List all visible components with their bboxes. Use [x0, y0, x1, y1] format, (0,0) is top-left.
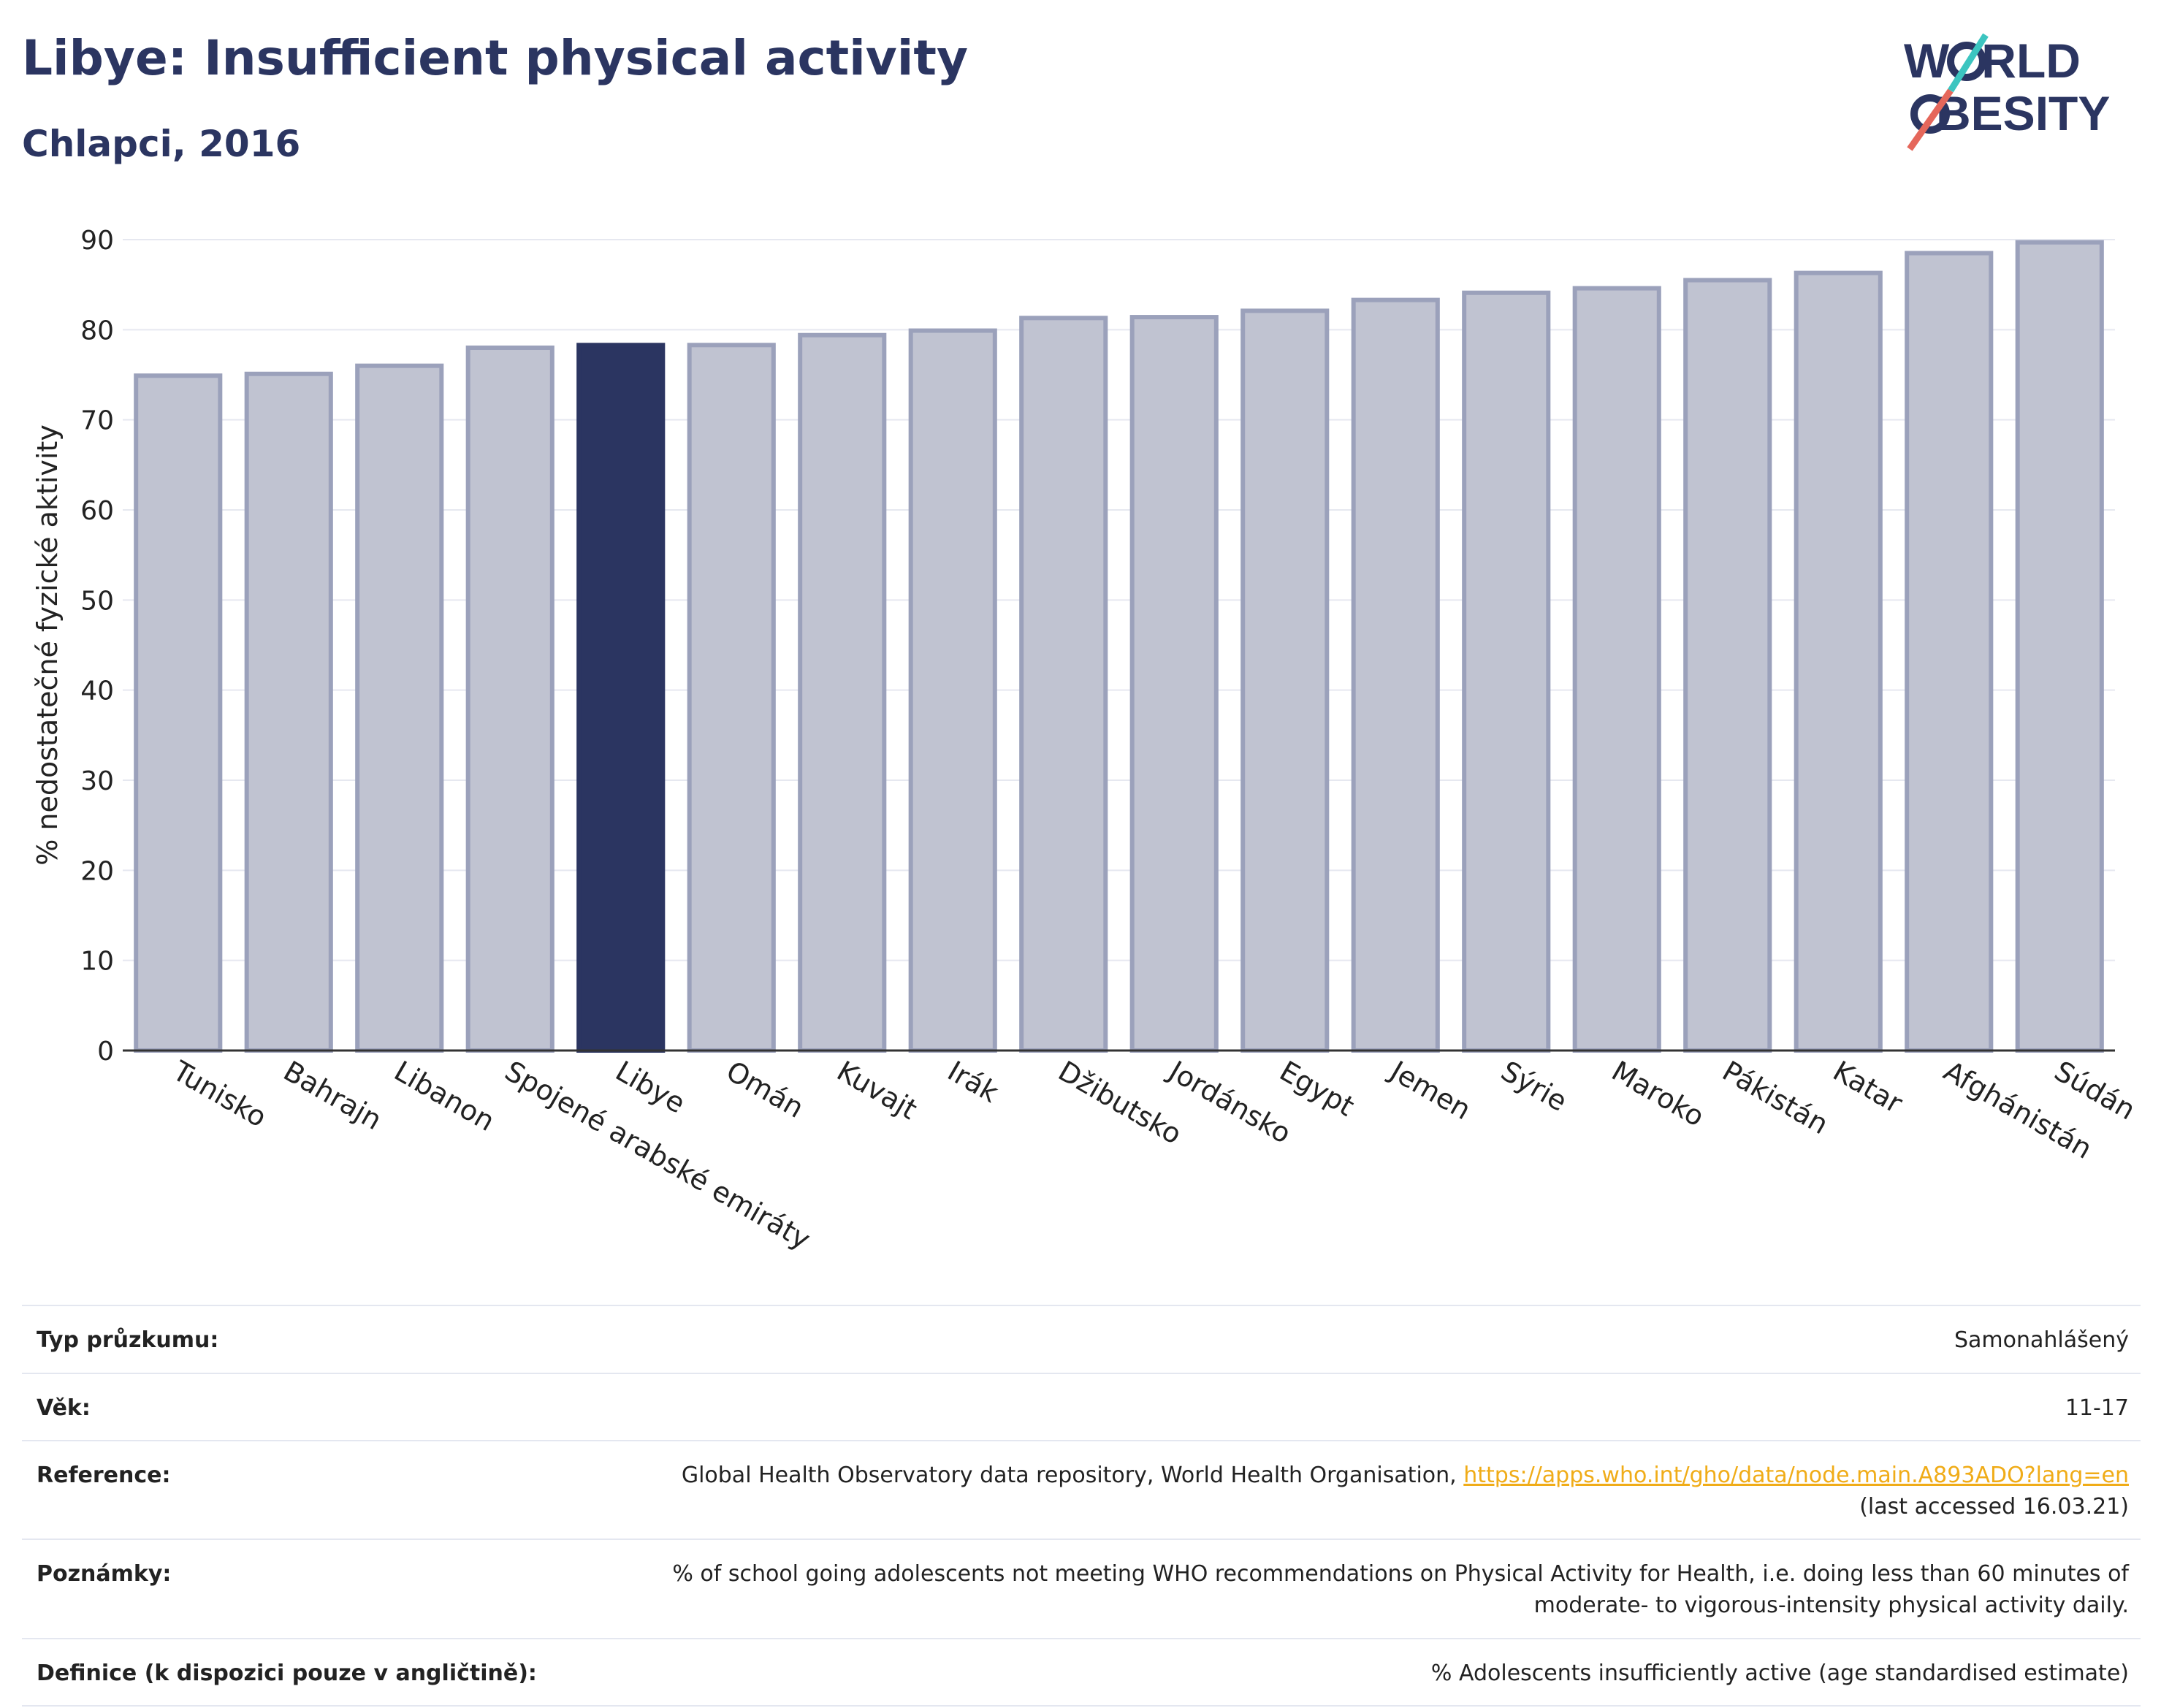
- x-tick-label: Irák: [942, 1055, 1004, 1109]
- bar: [1019, 316, 1108, 1053]
- bar-chart: 0 10 20 30 40 50 60 70 80 90 Tunisko Bahrajn Libano…: [31, 226, 2141, 1256]
- info-label: Reference:: [22, 1440, 592, 1540]
- notes-line-2: moderate- to vigorous-intensity physical…: [1533, 1592, 2129, 1618]
- info-row-reference: Reference: Global Health Observatory dat…: [22, 1440, 2141, 1540]
- notes-line-1: % of school going adolescents not meetin…: [672, 1561, 2129, 1587]
- x-tick-label: Tunisko: [167, 1054, 272, 1134]
- info-row-definition: Definice (k dispozici pouze v angličtině…: [22, 1637, 2141, 1707]
- info-value: % Adolescents insufficiently active (age…: [592, 1637, 2141, 1707]
- y-tick-label: 50: [80, 586, 114, 616]
- info-value: Global Health Observatory data repositor…: [592, 1440, 2141, 1540]
- info-value: Samonahlášený: [592, 1305, 2141, 1373]
- logo-slash-coral: [1907, 88, 1954, 151]
- x-tick-label: Katar: [1828, 1055, 1908, 1120]
- logo-text-besity: BESITY: [1936, 86, 2110, 140]
- info-row-notes: Poznámky: % of school going adolescents …: [22, 1539, 2141, 1639]
- x-tick-label: Jordánsko: [1162, 1054, 1297, 1150]
- reference-text: Global Health Observatory data repositor…: [681, 1463, 1457, 1489]
- bar: [355, 363, 444, 1053]
- bar: [1351, 297, 1440, 1053]
- x-tick-label: Omán: [721, 1055, 809, 1124]
- logo-o-upper: [1947, 42, 1986, 81]
- y-tick-label: 70: [80, 406, 114, 436]
- y-tick-label: 80: [80, 316, 114, 346]
- y-tick-label: 30: [80, 766, 114, 796]
- bar: [1240, 308, 1330, 1053]
- bar: [1905, 251, 1994, 1053]
- x-tick-label: Sýrie: [1495, 1055, 1572, 1118]
- bar: [687, 343, 776, 1053]
- svg-text:BESITY: BESITY: [1936, 86, 2110, 140]
- logo-o-lower: [1910, 94, 1950, 134]
- x-tick-label: Maroko: [1607, 1055, 1710, 1133]
- bar: [2015, 240, 2104, 1053]
- y-axis-label: % nedostatečné fyzické aktivity: [31, 424, 64, 866]
- y-tick-label: 20: [80, 856, 114, 886]
- x-tick-label: Kuvajt: [831, 1055, 922, 1126]
- info-row-age: Věk: 11-17: [22, 1372, 2141, 1441]
- info-table: Typ průzkumu: Samonahlášený Věk: 11-17 R…: [22, 1305, 2141, 1707]
- page-subtitle: Chlapci, 2016: [22, 123, 301, 165]
- bar-highlighted: [576, 343, 666, 1053]
- y-tick-labels: 0 10 20 30 40 50 60 70 80 90: [80, 226, 114, 1067]
- info-value: 11-17: [592, 1372, 2141, 1441]
- bar: [1683, 278, 1772, 1053]
- reference-accessed: (last accessed 16.03.21): [1859, 1493, 2129, 1520]
- x-tick-labels: Tunisko Bahrajn Libanon Spojené arabské emi…: [167, 1054, 2141, 1256]
- bar: [1572, 286, 1661, 1053]
- y-tick-label: 90: [80, 226, 114, 256]
- x-tick-label: Džibutsko: [1053, 1055, 1187, 1151]
- x-tick-label: Jemen: [1384, 1054, 1476, 1126]
- info-label: Typ průzkumu:: [22, 1305, 592, 1373]
- y-tick-label: 0: [97, 1037, 114, 1067]
- reference-link[interactable]: https://apps.who.int/gho/data/node.main.…: [1463, 1463, 2129, 1489]
- bar: [244, 371, 333, 1053]
- info-value: % of school going adolescents not meetin…: [592, 1539, 2141, 1639]
- bar: [1462, 290, 1551, 1053]
- x-tick-label: Libanon: [389, 1055, 500, 1137]
- world-obesity-logo: W RLD BESITY: [1904, 33, 2110, 151]
- y-tick-label: 60: [80, 496, 114, 526]
- bar: [798, 332, 887, 1053]
- bar: [908, 328, 997, 1053]
- x-tick-label: Súdán: [2049, 1055, 2141, 1126]
- bars: [134, 240, 2104, 1053]
- info-row-survey-type: Typ průzkumu: Samonahlášený: [22, 1305, 2141, 1373]
- x-tick-label: Libye: [610, 1055, 690, 1120]
- y-tick-label: 40: [80, 676, 114, 706]
- y-tick-label: 10: [80, 947, 114, 977]
- bar: [134, 373, 223, 1053]
- info-label: Věk:: [22, 1372, 592, 1441]
- x-tick-label: Bahrajn: [278, 1055, 387, 1137]
- logo-text-rld: RLD: [1981, 34, 2081, 88]
- x-tick-label: Pákistán: [1717, 1055, 1834, 1141]
- x-tick-label: Egypt: [1274, 1055, 1360, 1123]
- page-title: Libye: Insufficient physical activity: [22, 30, 968, 86]
- bar: [1129, 315, 1219, 1053]
- info-label: Poznámky:: [22, 1539, 592, 1639]
- logo-slash-teal: [1948, 33, 1989, 93]
- logo-letter-w: W: [1904, 34, 1950, 88]
- bar: [465, 346, 554, 1053]
- bar: [1794, 270, 1883, 1053]
- info-label: Definice (k dispozici pouze v angličtině…: [22, 1637, 592, 1707]
